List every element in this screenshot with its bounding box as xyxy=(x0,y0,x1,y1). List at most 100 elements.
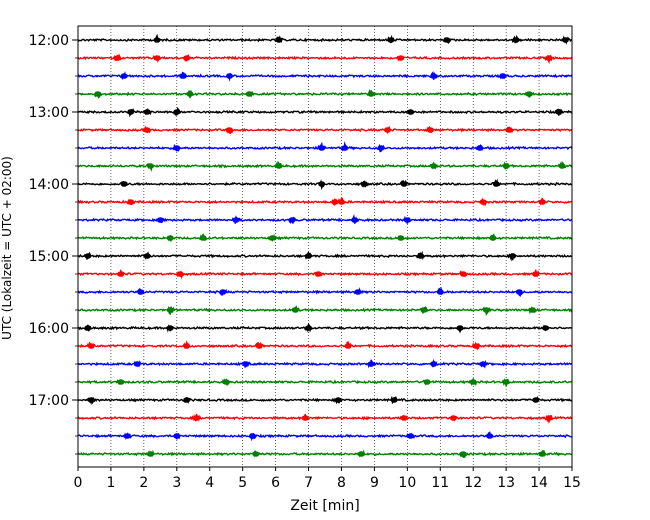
event-burst xyxy=(183,55,191,61)
event-burst xyxy=(318,145,326,151)
event-burst xyxy=(354,289,362,295)
trace-1545 xyxy=(77,305,573,316)
event-burst xyxy=(219,289,227,295)
trace-line xyxy=(77,233,573,243)
event-burst xyxy=(459,451,467,457)
event-burst xyxy=(301,415,309,421)
trace-1615 xyxy=(77,340,573,351)
event-burst xyxy=(249,433,257,439)
event-burst xyxy=(505,127,513,133)
event-burst xyxy=(555,109,563,115)
trace-line xyxy=(77,431,573,442)
event-burst xyxy=(479,199,487,205)
event-burst xyxy=(423,379,431,385)
trace-1500 xyxy=(77,250,573,262)
event-burst xyxy=(232,217,240,223)
event-burst xyxy=(397,55,405,61)
event-burst xyxy=(331,199,339,205)
event-burst xyxy=(502,163,510,169)
event-burst xyxy=(489,235,497,241)
event-burst xyxy=(525,91,533,97)
x-tick-label: 7 xyxy=(304,475,313,491)
trace-1745 xyxy=(77,449,573,458)
event-burst xyxy=(137,289,145,295)
y-tick-label: 13:00 xyxy=(29,105,69,121)
event-burst xyxy=(166,235,174,241)
event-burst xyxy=(361,181,369,187)
trace-1315 xyxy=(77,125,573,135)
trace-1430 xyxy=(77,213,573,224)
event-burst xyxy=(542,325,550,331)
event-burst xyxy=(367,91,375,97)
trace-line xyxy=(77,53,573,65)
trace-1645 xyxy=(77,377,573,387)
event-burst xyxy=(127,199,135,205)
y-tick-label: 16:00 xyxy=(29,321,69,337)
trace-line xyxy=(77,125,573,135)
y-tick-label: 14:00 xyxy=(29,177,69,193)
event-burst xyxy=(512,37,520,43)
x-tick-label: 5 xyxy=(238,475,247,491)
event-burst xyxy=(558,163,566,169)
event-burst xyxy=(143,127,151,133)
event-burst xyxy=(314,271,322,277)
x-tick-label: 11 xyxy=(431,475,449,491)
x-tick-label: 0 xyxy=(74,475,83,491)
x-tick-label: 15 xyxy=(563,475,581,491)
x-tick-label: 1 xyxy=(106,475,115,491)
x-tick-label: 10 xyxy=(398,475,416,491)
event-burst xyxy=(275,37,283,43)
trace-line xyxy=(77,322,573,334)
event-burst xyxy=(532,397,540,403)
trace-line xyxy=(77,88,573,99)
event-burst xyxy=(242,361,250,367)
event-burst xyxy=(430,73,438,79)
x-tick-label: 14 xyxy=(530,475,548,491)
event-burst xyxy=(268,235,276,241)
event-burst xyxy=(225,73,233,79)
trace-1700 xyxy=(77,395,573,405)
event-burst xyxy=(420,307,428,313)
event-burst xyxy=(456,325,464,331)
x-tick-label: 12 xyxy=(464,475,482,491)
x-tick-label: 3 xyxy=(172,475,181,491)
x-tick-label: 4 xyxy=(205,475,214,491)
trace-1515 xyxy=(77,268,573,280)
event-burst xyxy=(173,433,181,439)
event-burst xyxy=(545,55,553,61)
event-burst xyxy=(357,451,365,457)
trace-line xyxy=(77,340,573,351)
axes: 0 1 2 3 4 5 6 7 8 9 10 11 12 13 14 1512:0013:0014:0015:… xyxy=(29,25,581,491)
event-burst xyxy=(166,325,174,331)
y-tick-label: 17:00 xyxy=(29,393,69,409)
event-burst xyxy=(305,253,313,259)
trace-line xyxy=(77,197,573,207)
trace-line xyxy=(77,70,573,82)
trace-1215 xyxy=(77,53,573,65)
event-burst xyxy=(443,37,451,43)
event-burst xyxy=(275,163,283,169)
trace-line xyxy=(77,305,573,316)
event-burst xyxy=(528,307,536,313)
trace-line xyxy=(77,268,573,280)
event-burst xyxy=(291,307,299,313)
event-burst xyxy=(199,235,207,241)
event-burst xyxy=(545,415,553,421)
event-burst xyxy=(459,271,467,277)
event-burst xyxy=(417,253,425,259)
trace-1300 xyxy=(77,106,573,118)
trace-1530 xyxy=(77,286,573,297)
trace-line xyxy=(77,449,573,458)
event-burst xyxy=(538,199,546,205)
trace-line xyxy=(77,358,573,369)
trace-1445 xyxy=(77,233,573,243)
event-burst xyxy=(387,37,395,43)
trace-line xyxy=(77,106,573,118)
x-tick-label: 13 xyxy=(497,475,515,491)
trace-1400 xyxy=(77,178,573,191)
event-burst xyxy=(436,289,444,295)
event-burst xyxy=(255,343,263,349)
event-burst xyxy=(384,127,392,133)
event-burst xyxy=(173,109,181,115)
trace-1600 xyxy=(77,322,573,334)
